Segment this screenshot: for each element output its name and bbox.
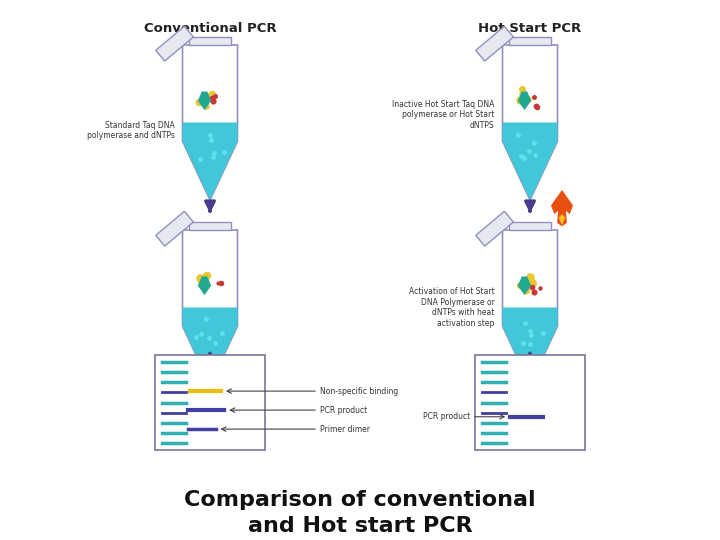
- Polygon shape: [518, 276, 531, 295]
- Polygon shape: [551, 190, 573, 226]
- Polygon shape: [198, 276, 211, 295]
- Polygon shape: [182, 45, 238, 200]
- Text: PCR product: PCR product: [423, 412, 470, 421]
- Polygon shape: [503, 230, 557, 385]
- Text: PCR product: PCR product: [320, 406, 367, 415]
- Bar: [155, 355, 265, 450]
- Text: Primer dimer: Primer dimer: [320, 424, 370, 434]
- Polygon shape: [182, 230, 238, 385]
- Polygon shape: [518, 91, 531, 110]
- Text: Activation of Hot Start
DNA Polymerase or
dNTPs with heat
activation step: Activation of Hot Start DNA Polymerase o…: [409, 287, 495, 328]
- Text: Comparison of conventional
and Hot start PCR: Comparison of conventional and Hot start…: [184, 490, 536, 536]
- Polygon shape: [503, 307, 557, 385]
- Bar: [509, 37, 551, 45]
- Polygon shape: [156, 211, 194, 246]
- Text: Non-specific binding: Non-specific binding: [320, 387, 398, 396]
- Polygon shape: [156, 26, 194, 61]
- Text: Inactive Hot Start Taq DNA
polymerase or Hot Start
dNTPS: Inactive Hot Start Taq DNA polymerase or…: [392, 100, 495, 130]
- Polygon shape: [182, 307, 238, 385]
- Bar: [509, 222, 551, 230]
- Text: Hot Start PCR: Hot Start PCR: [478, 22, 582, 35]
- Polygon shape: [503, 123, 557, 200]
- Polygon shape: [476, 211, 513, 246]
- Polygon shape: [182, 123, 238, 200]
- Bar: [189, 222, 230, 230]
- Polygon shape: [559, 214, 565, 225]
- Polygon shape: [476, 26, 513, 61]
- Text: Standard Taq DNA
polymerase and dNTPs: Standard Taq DNA polymerase and dNTPs: [86, 120, 174, 140]
- Polygon shape: [198, 91, 211, 110]
- Bar: [189, 37, 230, 45]
- Text: Conventional PCR: Conventional PCR: [144, 22, 276, 35]
- Bar: [475, 355, 585, 450]
- Polygon shape: [503, 45, 557, 200]
